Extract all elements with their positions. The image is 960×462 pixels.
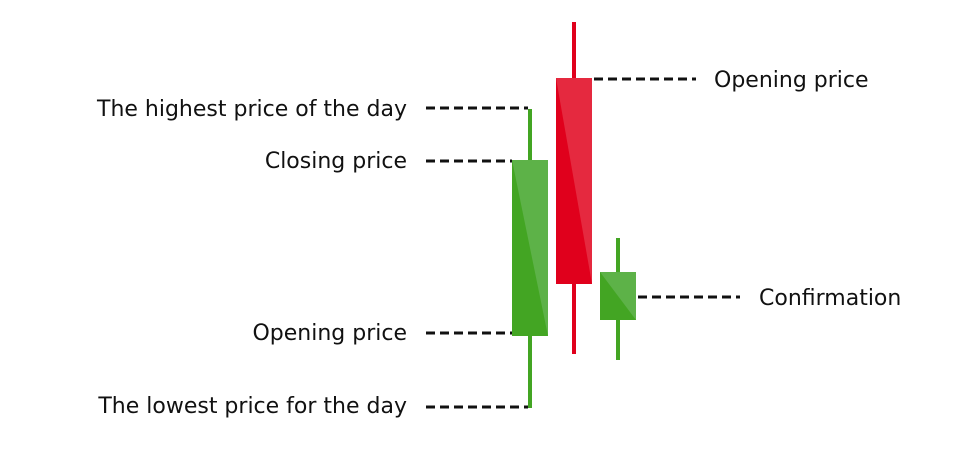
opening-price-left-label: Opening price [252, 321, 407, 346]
bearish-candle [556, 22, 592, 354]
highest-price-label: The highest price of the day [96, 97, 407, 122]
bullish-body-highlight [512, 160, 548, 336]
closing-price-label: Closing price [265, 149, 407, 174]
bearish-body-highlight [556, 78, 592, 284]
confirmation-candle [600, 238, 636, 360]
opening-price-right-label: Opening price [714, 68, 869, 93]
confirmation-body-highlight [600, 272, 636, 320]
bullish-candle [512, 109, 548, 408]
confirmation-label: Confirmation [759, 286, 901, 311]
lowest-price-label: The lowest price for the day [97, 394, 407, 419]
